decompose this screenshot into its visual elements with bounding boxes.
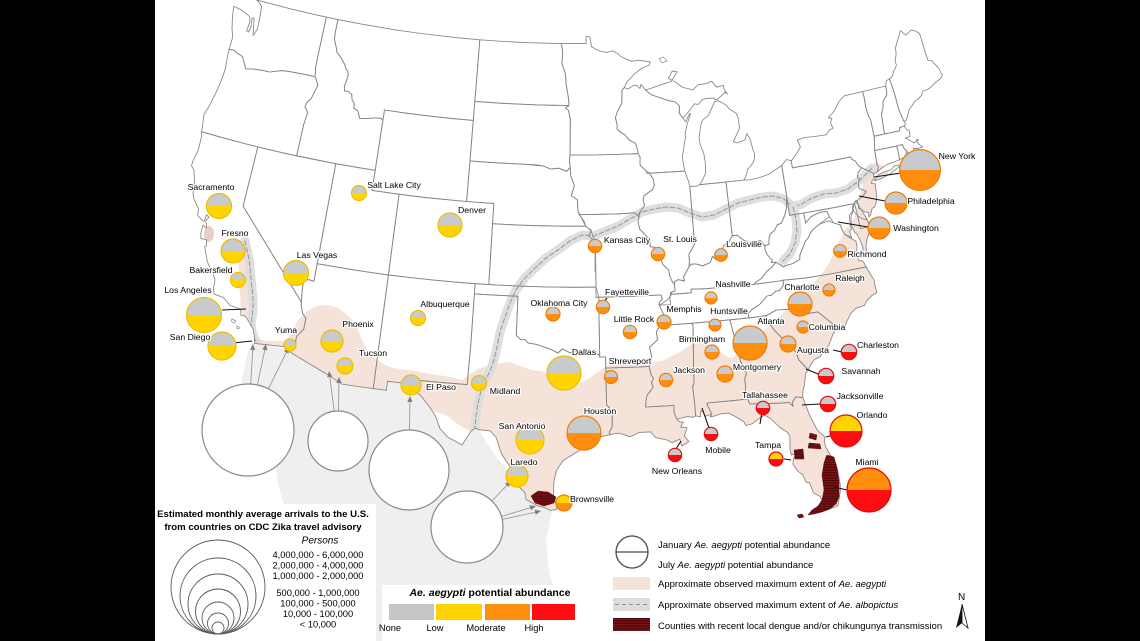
svg-text:Ae. aegypti potential abundanc: Ae. aegypti potential abundance [408,587,570,599]
svg-text:Columbia: Columbia [809,322,846,332]
svg-text:Oklahoma City: Oklahoma City [531,298,589,308]
svg-text:High: High [524,623,543,633]
svg-text:Bakersfield: Bakersfield [190,265,233,275]
svg-text:San Diego: San Diego [170,332,211,342]
svg-text:None: None [379,623,401,633]
svg-text:100,000 - 500,000: 100,000 - 500,000 [280,599,355,609]
svg-text:Salt Lake City: Salt Lake City [367,180,421,190]
svg-text:Approximate observed maximum e: Approximate observed maximum extent of A… [658,600,899,611]
svg-text:January Ae. aegypti potential: January Ae. aegypti potential abundance [658,540,830,551]
svg-text:Miami: Miami [855,457,878,467]
svg-text:500,000 - 1,000,000: 500,000 - 1,000,000 [276,588,359,598]
svg-text:Orlando: Orlando [857,410,888,420]
svg-text:Kansas City: Kansas City [604,235,651,245]
svg-text:Charlotte: Charlotte [784,282,819,292]
svg-text:Raleigh: Raleigh [835,273,865,283]
svg-text:< 10,000: < 10,000 [300,620,336,630]
svg-text:Jacksonville: Jacksonville [837,391,884,401]
svg-text:Brownsville: Brownsville [570,494,614,504]
svg-text:Las Vegas: Las Vegas [297,250,338,260]
svg-text:1,000,000 - 2,000,000: 1,000,000 - 2,000,000 [273,571,364,581]
svg-text:July Ae. aegypti potential abu: July Ae. aegypti potential abundance [658,560,813,571]
svg-text:Estimated monthly average arri: Estimated monthly average arrivals to th… [157,509,369,520]
svg-text:Richmond: Richmond [847,249,886,259]
svg-text:Approximate observed maximum e: Approximate observed maximum extent of A… [658,579,887,590]
svg-text:Montgomery: Montgomery [733,362,782,372]
svg-text:Mobile: Mobile [705,445,731,455]
svg-text:New York: New York [939,151,976,161]
svg-text:El Paso: El Paso [426,382,456,392]
svg-text:Los Angeles: Los Angeles [164,285,212,295]
svg-text:Counties with recent local den: Counties with recent local dengue and/or… [658,621,942,632]
svg-text:Low: Low [426,623,443,633]
svg-text:Jackson: Jackson [673,365,705,375]
svg-text:Albuquerque: Albuquerque [420,299,469,309]
svg-text:Augusta: Augusta [797,345,829,355]
svg-text:Charleston: Charleston [857,340,899,350]
svg-text:Houston: Houston [584,406,617,416]
svg-text:Savannah: Savannah [841,366,880,376]
svg-text:San Antonio: San Antonio [499,421,546,431]
svg-text:Laredo: Laredo [510,457,537,467]
svg-text:Midland: Midland [490,386,521,396]
svg-text:Sacramento: Sacramento [188,182,235,192]
svg-text:Philadelphia: Philadelphia [907,196,955,206]
svg-text:Little Rock: Little Rock [614,314,655,324]
svg-text:from countries on CDC Zika tra: from countries on CDC Zika travel adviso… [164,522,362,533]
svg-text:Yuma: Yuma [275,325,297,335]
svg-text:Dallas: Dallas [572,347,597,357]
svg-text:New Orleans: New Orleans [652,466,703,476]
svg-text:Moderate: Moderate [466,623,505,633]
svg-text:Memphis: Memphis [666,304,702,314]
svg-text:Fayetteville: Fayetteville [605,287,649,297]
svg-text:Louisville: Louisville [726,239,762,249]
svg-text:Huntsville: Huntsville [710,306,748,316]
svg-text:Washington: Washington [893,223,939,233]
svg-text:Denver: Denver [458,205,486,215]
svg-text:Atlanta: Atlanta [757,316,784,326]
svg-text:10,000 - 100,000: 10,000 - 100,000 [283,609,353,619]
svg-text:St. Louis: St. Louis [663,234,697,244]
svg-text:Tampa: Tampa [755,440,781,450]
svg-text:Tucson: Tucson [359,348,387,358]
svg-text:Nashville: Nashville [715,279,750,289]
svg-text:Phoenix: Phoenix [342,319,374,329]
svg-text:Shreveport: Shreveport [609,356,652,366]
svg-text:Persons: Persons [302,536,339,547]
svg-text:4,000,000 - 6,000,000: 4,000,000 - 6,000,000 [273,550,364,560]
svg-text:Fresno: Fresno [221,228,248,238]
svg-text:N: N [958,592,965,603]
svg-text:Tallahassee: Tallahassee [742,390,788,400]
svg-text:2,000,000 - 4,000,000: 2,000,000 - 4,000,000 [273,561,364,571]
svg-text:Birmingham: Birmingham [679,334,725,344]
